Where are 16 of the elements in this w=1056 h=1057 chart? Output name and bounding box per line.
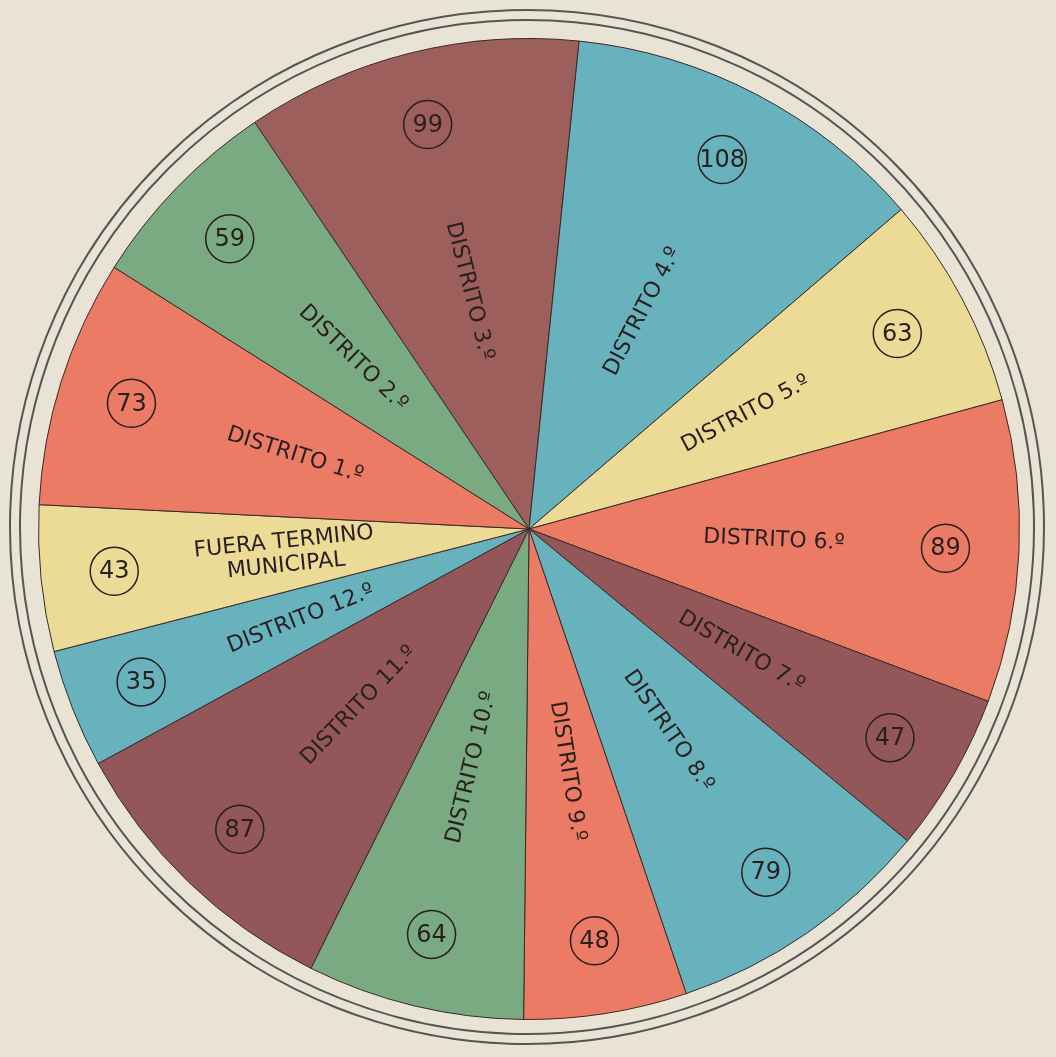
slice-label: FUERA TERMINO MUNICIPAL bbox=[192, 518, 375, 583]
data-label: 59 bbox=[214, 223, 245, 252]
data-label: 43 bbox=[98, 556, 130, 585]
data-label: 87 bbox=[224, 814, 256, 843]
data-label: 89 bbox=[930, 533, 961, 562]
data-label: 64 bbox=[416, 919, 447, 948]
data-label: 108 bbox=[699, 144, 746, 173]
slice-label: DISTRITO 6.º bbox=[702, 522, 846, 555]
data-label: 63 bbox=[881, 318, 913, 347]
data-label: 79 bbox=[750, 857, 782, 886]
data-label: 48 bbox=[579, 925, 610, 954]
data-label: 99 bbox=[412, 109, 443, 138]
slice-label: DISTRITO 9.º bbox=[545, 698, 593, 843]
data-label: 35 bbox=[125, 667, 157, 696]
data-label: 47 bbox=[874, 722, 906, 751]
data-label: 73 bbox=[116, 388, 147, 417]
